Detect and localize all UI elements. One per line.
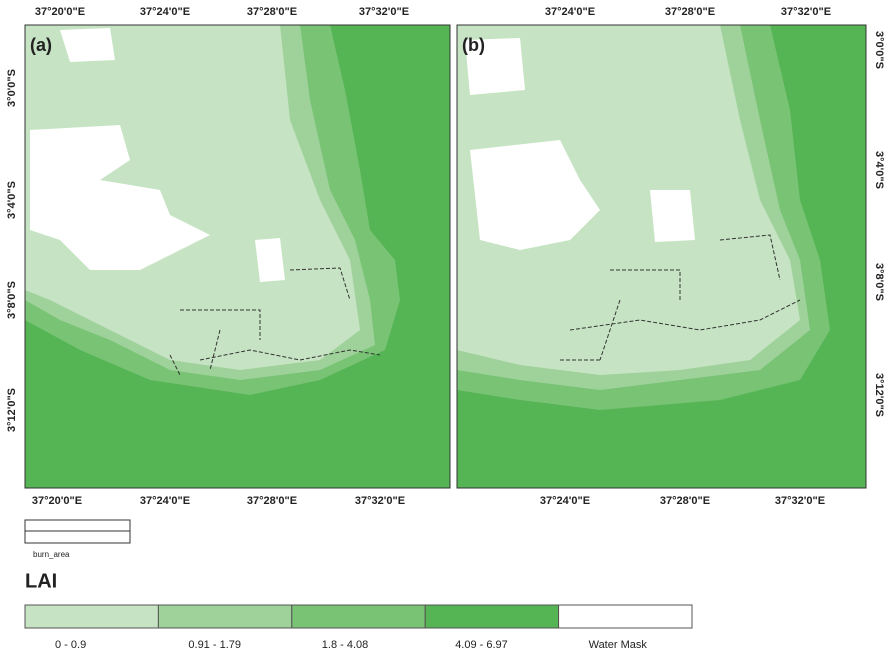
top-tick-label: 37°20'0"E xyxy=(35,6,85,18)
legend-swatch xyxy=(558,604,693,629)
legend-label: 4.09 - 6.97 xyxy=(455,639,508,651)
left-tick-label: 3°0'0"S xyxy=(6,69,18,107)
bottom-tick-label: 37°24'0"E xyxy=(540,495,590,507)
legend-title: LAI xyxy=(25,570,57,592)
legend-label: 0.91 - 1.79 xyxy=(188,639,241,651)
panel-label: (a) xyxy=(30,35,52,55)
top-tick-label: 37°32'0"E xyxy=(359,6,409,18)
left-tick-label: 3°12'0"S xyxy=(6,388,18,432)
legend-label: 1.8 - 4.08 xyxy=(322,639,368,651)
bottom-tick-label: 37°24'0"E xyxy=(140,495,190,507)
top-tick-label: 37°24'0"E xyxy=(140,6,190,18)
bottom-tick-label: 37°32'0"E xyxy=(355,495,405,507)
legend-swatch xyxy=(157,604,293,629)
legend-swatch xyxy=(24,604,159,629)
right-tick-label: 3°0'0"S xyxy=(873,31,885,69)
bottom-tick-label: 37°32'0"E xyxy=(775,495,825,507)
map-b xyxy=(457,25,866,488)
frame-a xyxy=(24,24,451,489)
top-tick-label: 37°32'0"E xyxy=(781,6,831,18)
right-tick-label: 3°8'0"S xyxy=(873,263,885,301)
top-tick-label: 37°24'0"E xyxy=(545,6,595,18)
bottom-tick-label: 37°20'0"E xyxy=(32,495,82,507)
legend-swatch xyxy=(291,604,426,629)
legend-label: Water Mask xyxy=(589,639,648,651)
right-tick-label: 3°12'0"S xyxy=(873,373,885,417)
right-tick-label: 3°4'0"S xyxy=(873,151,885,189)
panel-label: (b) xyxy=(462,35,485,55)
top-tick-label: 37°28'0"E xyxy=(665,6,715,18)
line-label: burn_area xyxy=(33,550,70,559)
legend-swatch xyxy=(424,604,560,629)
bottom-tick-label: 37°28'0"E xyxy=(660,495,710,507)
legend-label: 0 - 0.9 xyxy=(55,639,86,651)
left-tick-label: 3°4'0"S xyxy=(6,181,18,219)
top-tick-label: 37°28'0"E xyxy=(247,6,297,18)
frame-b xyxy=(456,24,867,489)
left-tick-label: 3°8'0"S xyxy=(6,281,18,319)
map-a xyxy=(25,25,450,488)
legend-classes: 0 - 0.9 0.91 - 1.79 1.8 - 4.08 4.09 - 6.97 W… xyxy=(24,604,693,651)
bottom-tick-label: 37°28'0"E xyxy=(247,495,297,507)
